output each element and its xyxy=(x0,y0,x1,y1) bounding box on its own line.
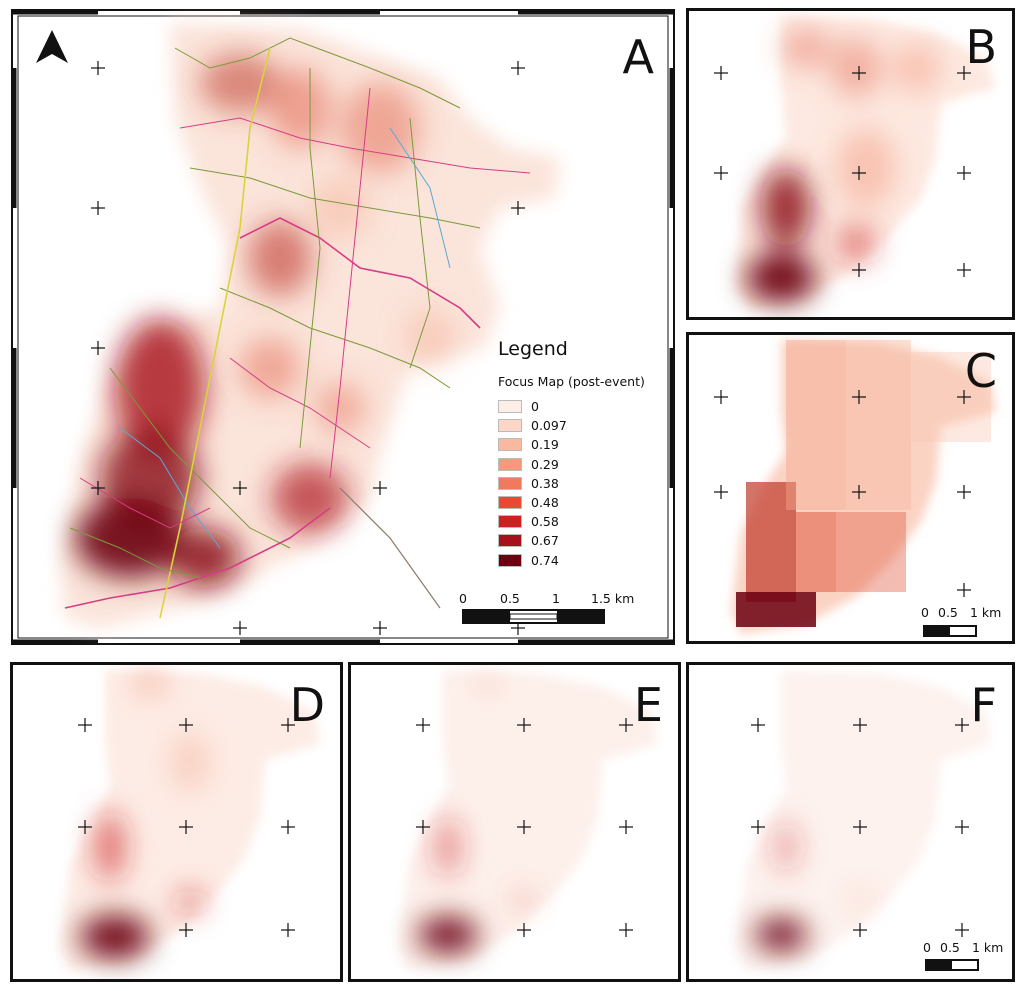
graticule-crosses-b xyxy=(714,66,971,277)
panel-e: E xyxy=(348,662,681,982)
graticule-crosses-d xyxy=(78,718,295,937)
legend-row: 0 xyxy=(498,397,668,416)
study-area-e xyxy=(398,670,658,970)
map-f xyxy=(736,670,991,971)
legend-swatch xyxy=(498,553,522,567)
legend-swatch xyxy=(498,534,522,548)
panel-a: A Legend Focus Map (post-event) 0 0.097 0.… xyxy=(10,8,676,646)
panel-label-f: F xyxy=(970,678,997,732)
legend-rows: 0 0.097 0.19 0.29 0.38 0.48 0.58 0.67 0.74 xyxy=(498,397,668,570)
map-d xyxy=(60,667,320,970)
legend-value: 0.29 xyxy=(531,456,559,472)
scalebar-f-label-1: 0.5 xyxy=(940,940,960,955)
panel-label-c: C xyxy=(964,344,997,398)
panel-label-b: B xyxy=(965,20,997,74)
road-network xyxy=(64,37,531,619)
scalebar-main xyxy=(462,609,605,624)
legend-row: 0.19 xyxy=(498,435,668,454)
north-arrow-icon xyxy=(36,30,68,63)
legend-value: 0.48 xyxy=(531,495,559,511)
heat-hotspots-b xyxy=(746,28,941,303)
scalebar-f xyxy=(925,959,979,971)
legend-value: 0.097 xyxy=(531,418,567,434)
panel-label-d: D xyxy=(289,678,325,732)
legend-swatch xyxy=(498,438,522,452)
heat-hotspots-d xyxy=(80,667,210,959)
legend-subtitle: Focus Map (post-event) xyxy=(498,374,645,389)
scalebar-c-label-1: 0.5 xyxy=(938,605,958,620)
heat-hotspots xyxy=(75,53,455,588)
legend: Legend Focus Map (post-event) 0 0.097 0.19… xyxy=(498,338,668,570)
scalebar-main-label-2: 1 xyxy=(552,591,560,606)
heat-blocks-c xyxy=(736,340,991,627)
legend-row: 0.29 xyxy=(498,455,668,474)
scalebar-f-label-2: 1 km xyxy=(972,940,1004,955)
scalebar-f-label-0: 0 xyxy=(923,940,931,955)
scalebar-c-label-0: 0 xyxy=(921,605,929,620)
legend-row: 0.67 xyxy=(498,531,668,550)
legend-value: 0.19 xyxy=(531,437,559,453)
legend-row: 0.74 xyxy=(498,551,668,570)
legend-row: 0.097 xyxy=(498,416,668,435)
study-area-f xyxy=(736,670,991,970)
scalebar-main-label-0: 0 xyxy=(459,591,467,606)
legend-swatch xyxy=(498,476,522,490)
map-c xyxy=(714,340,996,637)
legend-value: 0 xyxy=(531,399,539,415)
graticule-crosses-c xyxy=(714,390,971,597)
map-b xyxy=(714,16,996,308)
legend-swatch xyxy=(498,419,522,433)
panel-b: B xyxy=(686,8,1015,320)
legend-swatch xyxy=(498,515,522,529)
legend-value: 0.38 xyxy=(531,475,559,491)
legend-value: 0.74 xyxy=(531,552,559,568)
graticule-crosses-e xyxy=(416,718,633,937)
panel-label-e: E xyxy=(633,678,663,732)
heat-hotspots-f xyxy=(755,822,868,951)
legend-row: 0.48 xyxy=(498,493,668,512)
scalebar-c-label-2: 1 km xyxy=(970,605,1002,620)
graticule-crosses-f xyxy=(751,718,969,937)
legend-swatch xyxy=(498,496,522,510)
study-area-d xyxy=(60,670,320,970)
panel-d: D xyxy=(10,662,343,982)
legend-row: 0.38 xyxy=(498,474,668,493)
map-e xyxy=(398,670,658,970)
panel-label-a: A xyxy=(622,30,654,84)
scalebar-main-label-1: 0.5 xyxy=(500,591,520,606)
panel-c: C 0 0.5 1 km xyxy=(686,332,1015,644)
map-a xyxy=(11,9,675,645)
legend-row: 0.58 xyxy=(498,512,668,531)
heat-hotspots-e xyxy=(418,670,532,953)
legend-swatch xyxy=(498,400,522,414)
scalebar-c xyxy=(923,625,977,637)
legend-value: 0.67 xyxy=(531,533,559,549)
graticule-crosses xyxy=(91,61,525,635)
legend-value: 0.58 xyxy=(531,514,559,530)
legend-title: Legend xyxy=(498,338,568,360)
scalebar-main-label-3: 1.5 km xyxy=(591,591,635,606)
panel-f: F 0 0.5 1 km xyxy=(686,662,1015,982)
frame-ticks xyxy=(11,9,675,645)
legend-swatch xyxy=(498,457,522,471)
